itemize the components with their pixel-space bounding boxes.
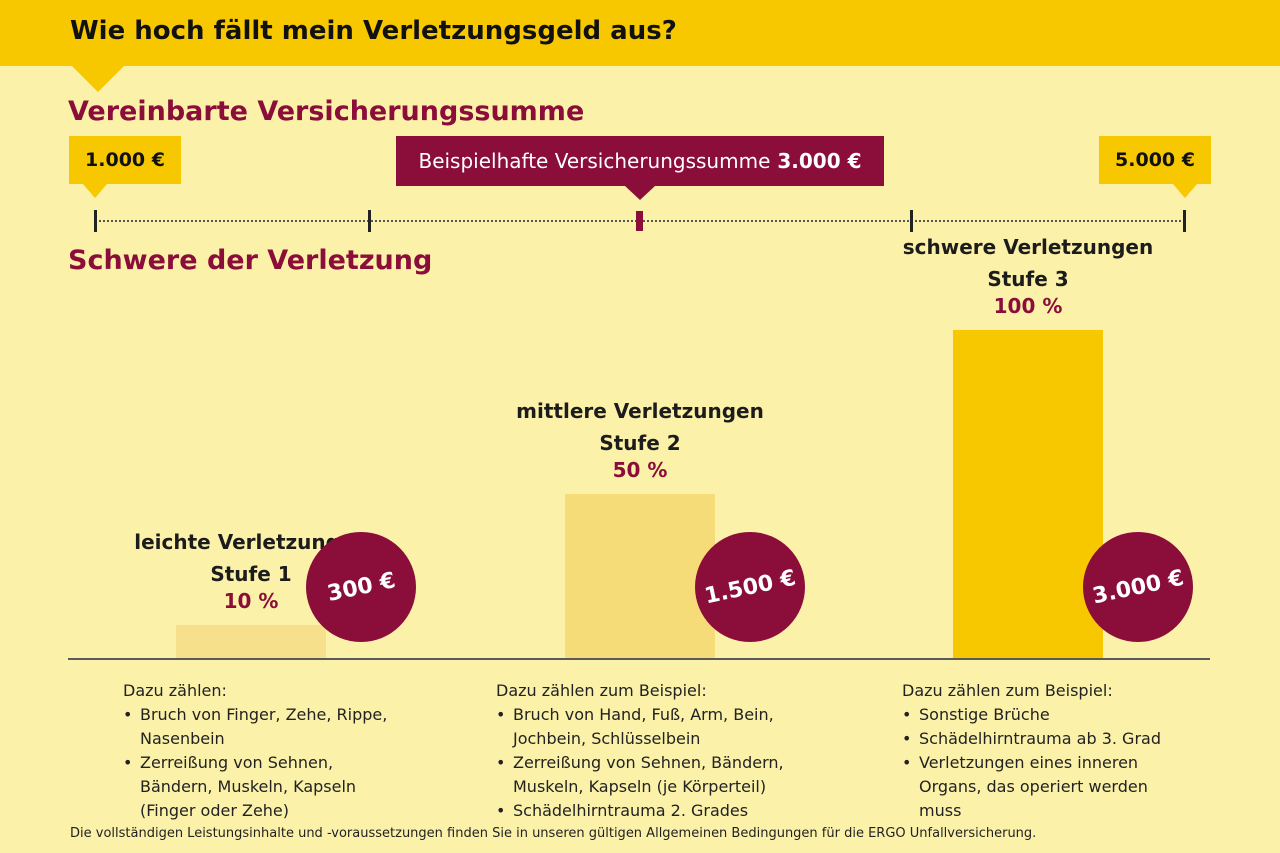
amount-value: 300 € <box>324 567 398 607</box>
bar-stufe-2 <box>565 494 715 658</box>
scale-tick-2000 <box>368 210 371 232</box>
bar-label-line2: Stufe 1 <box>210 562 292 586</box>
scale-tick-1000 <box>94 210 97 232</box>
amount-value: 1.500 € <box>702 565 798 609</box>
bar-percent-stufe-3: 100 % <box>993 294 1063 318</box>
examples-stufe-2: Dazu zählen zum Beispiel: Bruch von Hand… <box>496 679 786 823</box>
bar-label-line1: schwere Verletzungen <box>902 235 1154 259</box>
examples-heading: Dazu zählen zum Beispiel: <box>902 681 1113 700</box>
bar-label-stufe-3: schwere Verletzungen Stufe 3 <box>868 231 1188 295</box>
list-item: Schädelhirntrauma 2. Grades <box>496 799 786 823</box>
example-sum-value: 3.000 € <box>777 149 862 173</box>
bar-label-stufe-2: mittlere Verletzungen Stufe 2 <box>480 395 800 459</box>
bar-label-line2: Stufe 3 <box>987 267 1069 291</box>
scale-marker-3000 <box>636 211 643 231</box>
list-item: Zerreißung von Sehnen, Bändern, Muskeln,… <box>496 751 786 799</box>
amount-value: 3.000 € <box>1090 565 1186 609</box>
list-item: Bruch von Finger, Zehe, Rippe, Nasenbein <box>123 703 393 751</box>
list-item: Sonstige Brüche <box>902 703 1177 727</box>
bar-label-line2: Stufe 2 <box>599 431 681 455</box>
bar-stufe-1 <box>176 625 326 658</box>
scale-tick-4000 <box>910 210 913 232</box>
max-sum-tag: 5.000 € <box>1099 136 1211 198</box>
amount-badge-stufe-1: 300 € <box>306 532 416 642</box>
footnote: Die vollständigen Leistungsinhalte und -… <box>70 826 1037 841</box>
example-sum-tag: Beispielhafte Versicherungssumme 3.000 € <box>396 136 884 200</box>
examples-heading: Dazu zählen zum Beispiel: <box>496 681 707 700</box>
examples-stufe-1: Dazu zählen: Bruch von Finger, Zehe, Rip… <box>123 679 393 823</box>
bar-percent-stufe-1: 10 % <box>223 589 279 613</box>
scale-tick-5000 <box>1183 210 1186 232</box>
examples-heading: Dazu zählen: <box>123 681 227 700</box>
min-sum-pointer <box>83 184 107 198</box>
page-title: Wie hoch fällt mein Verletzungsgeld aus? <box>70 16 677 46</box>
list-item: Zerreißung von Sehnen, Bändern, Muskeln,… <box>123 751 393 823</box>
bar-stufe-3 <box>953 330 1103 658</box>
bar-percent-stufe-2: 50 % <box>612 458 668 482</box>
min-sum-label: 1.000 € <box>85 149 165 171</box>
example-sum-label: Beispielhafte Versicherungssumme <box>418 149 771 173</box>
examples-stufe-3: Dazu zählen zum Beispiel: Sonstige Brüch… <box>902 679 1177 823</box>
sum-section-title: Vereinbarte Versicherungssumme <box>68 96 585 127</box>
bar-label-line1: mittlere Verletzungen <box>516 399 764 423</box>
amount-badge-stufe-2: 1.500 € <box>695 532 805 642</box>
amount-badge-stufe-3: 3.000 € <box>1083 532 1193 642</box>
list-item: Bruch von Hand, Fuß, Arm, Bein, Jochbein… <box>496 703 786 751</box>
severity-section-title: Schwere der Verletzung <box>68 245 433 276</box>
max-sum-pointer <box>1173 184 1197 198</box>
min-sum-tag: 1.000 € <box>69 136 181 198</box>
chart-baseline <box>68 658 1210 660</box>
example-sum-pointer <box>625 186 655 200</box>
max-sum-label: 5.000 € <box>1115 149 1195 171</box>
list-item: Verletzungen eines inneren Organs, das o… <box>902 751 1177 823</box>
header-pointer <box>72 66 124 92</box>
list-item: Schädelhirntrauma ab 3. Grad <box>902 727 1177 751</box>
header-banner <box>0 0 1280 66</box>
